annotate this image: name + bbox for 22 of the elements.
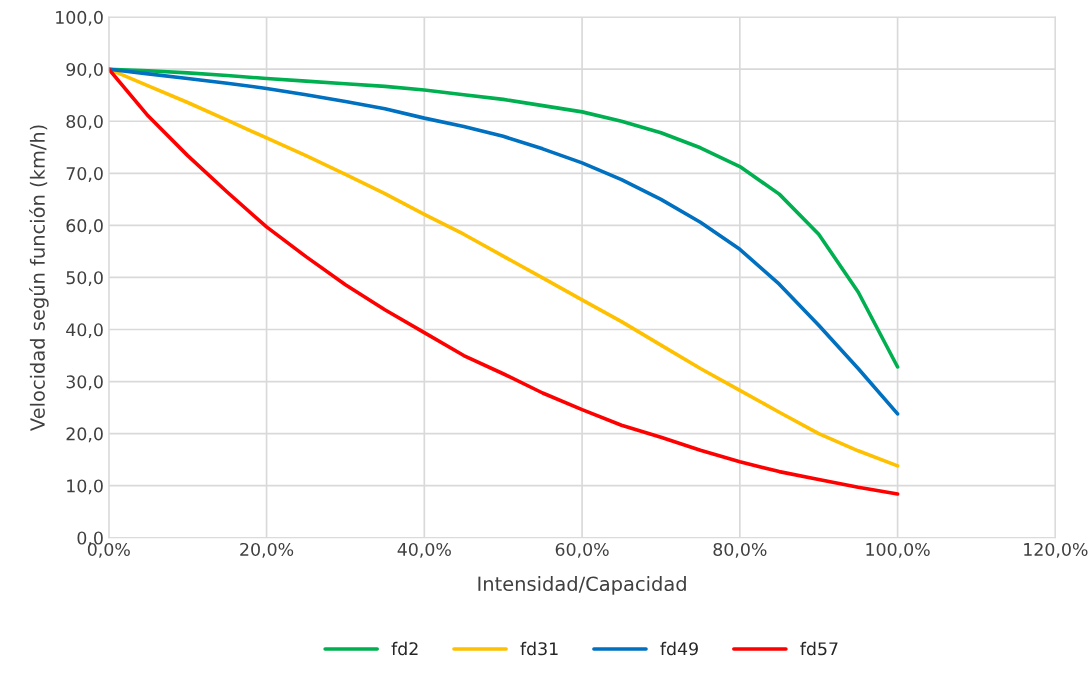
x-tick-label: 60,0% (555, 542, 609, 558)
y-tick-label: 80,0 (66, 114, 103, 130)
y-tick-label: 60,0 (66, 219, 103, 234)
y-tick-label: 90,0 (66, 62, 103, 78)
y-tick-label: 50,0 (66, 271, 103, 287)
y-tick-label: 40,0 (66, 323, 103, 339)
legend-label: fd49 (660, 641, 698, 656)
y-tick-label: 20,0 (66, 427, 103, 443)
y-tick-label: 100,0 (56, 10, 103, 26)
x-tick-label: 40,0% (397, 542, 451, 558)
legend-label: fd2 (391, 641, 418, 656)
legend-label: fd31 (520, 641, 558, 656)
x-tick-label: 120,0% (1024, 542, 1088, 558)
y-axis-title: Velocidad según función (km/h) (29, 125, 49, 431)
x-tick-label: 20,0% (240, 542, 294, 558)
y-tick-label: 70,0 (66, 167, 103, 182)
x-tick-label: 100,0% (866, 542, 930, 558)
y-tick-label: 10,0 (67, 479, 103, 495)
x-axis-title: Intensidad/Capacidad (478, 576, 686, 595)
y-tick-label: 30,0 (66, 375, 103, 391)
x-tick-label: 80,0% (713, 542, 767, 558)
legend-label: fd57 (800, 641, 838, 656)
